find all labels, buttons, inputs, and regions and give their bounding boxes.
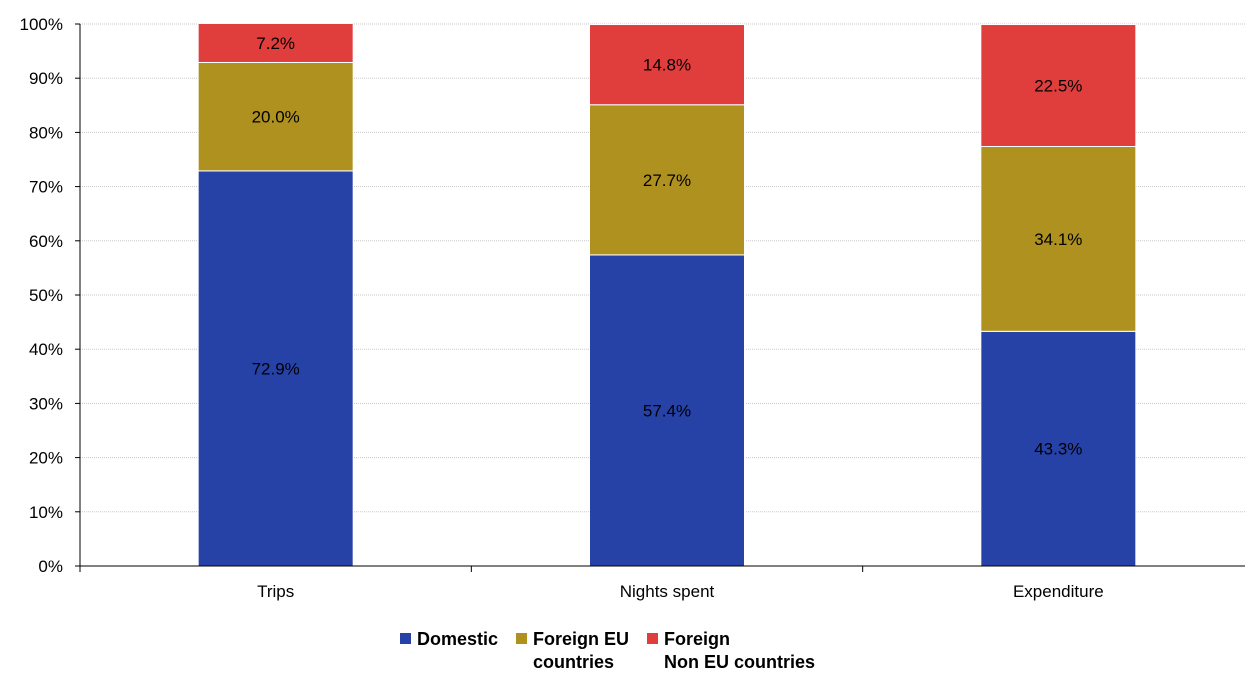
x-tick-label: Trips: [257, 582, 294, 601]
data-label: 34.1%: [1034, 230, 1082, 249]
y-tick-label: 50%: [29, 286, 63, 305]
data-label: 43.3%: [1034, 440, 1082, 459]
y-tick-label: 90%: [29, 69, 63, 88]
y-tick-label: 30%: [29, 394, 63, 413]
legend: Domestic Foreign EU countries Foreign No…: [400, 628, 815, 674]
y-tick-label: 10%: [29, 503, 63, 522]
bar-segment: [980, 145, 1137, 332]
data-label: 7.2%: [256, 34, 295, 53]
legend-item-foreign-non-eu: Foreign Non EU countries: [647, 628, 815, 674]
y-tick-label: 20%: [29, 449, 63, 468]
bar-segment: [197, 61, 354, 172]
legend-swatch-domestic: [400, 633, 411, 644]
bars: [197, 22, 1137, 567]
legend-label-domestic: Domestic: [417, 628, 498, 651]
legend-label-foreign-non-eu-line2: Non EU countries: [664, 652, 816, 672]
y-tick-label: 70%: [29, 178, 63, 197]
legend-item-foreign-eu: Foreign EU countries: [516, 628, 629, 674]
legend-label-foreign-non-eu-line1: Foreign: [664, 629, 731, 649]
data-labels: 72.9% 20.0% 7.2% 57.4% 27.7% 14.8% 43.3% 34.1% 2…: [252, 34, 1083, 459]
legend-label-foreign-eu: Foreign EU countries: [533, 628, 629, 674]
legend-label-foreign-eu-line2: countries: [533, 652, 615, 672]
data-label: 27.7%: [643, 171, 691, 190]
data-label: 20.0%: [252, 108, 300, 127]
y-tick-label: 100%: [20, 15, 63, 34]
bar-segment: [197, 22, 354, 63]
data-label: 72.9%: [252, 359, 300, 378]
bar-segment: [980, 330, 1137, 567]
data-label: 14.8%: [643, 56, 691, 75]
legend-swatch-foreign-eu: [516, 633, 528, 644]
legend-swatch-foreign-non-eu: [647, 633, 659, 644]
data-label: 22.5%: [1034, 77, 1082, 96]
x-tick-label: Expenditure: [1013, 582, 1104, 601]
y-tick-label: 40%: [29, 340, 63, 359]
legend-label-foreign-non-eu: Foreign Non EU countries: [664, 628, 815, 674]
legend-item-domestic: Domestic: [400, 628, 498, 674]
bar-segment: [980, 24, 1137, 147]
x-tick-label: Nights spent: [620, 582, 715, 601]
y-tick-label: 0%: [38, 557, 63, 576]
bar-segment: [589, 254, 745, 567]
legend-label-foreign-eu-line1: Foreign EU: [533, 629, 630, 649]
data-label: 57.4%: [643, 401, 691, 420]
y-tick-label: 60%: [29, 232, 63, 251]
bar-segment: [589, 24, 745, 106]
y-tick-label: 80%: [29, 123, 63, 142]
legend-label-domestic-line1: Domestic: [417, 629, 499, 649]
bar-segment: [589, 104, 745, 256]
axes: 0% 10% 20% 30% 40% 50% 60% 70% 80% 90% 100% Trips Ni…: [20, 15, 1245, 601]
